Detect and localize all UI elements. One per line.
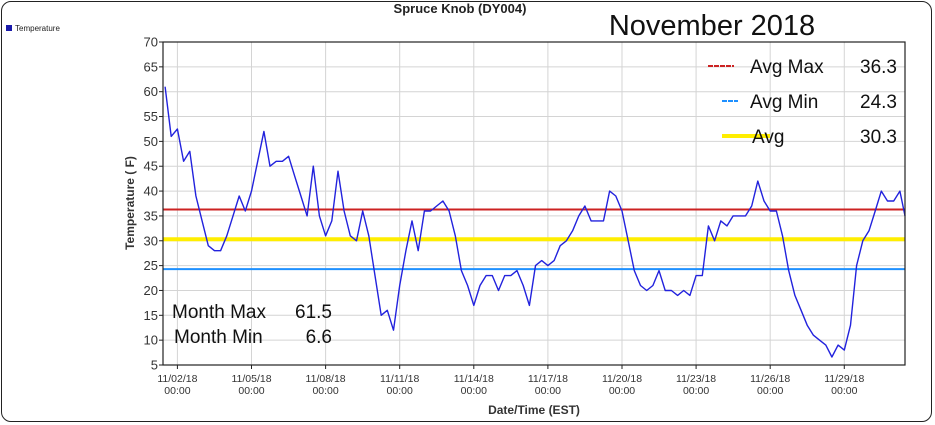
x-tick-label: 00:00 (461, 385, 487, 397)
reference-lines (163, 208, 905, 271)
y-tick-label: 10 (144, 333, 158, 348)
legend-label-temperature: Temperature (15, 24, 60, 33)
x-tick-label: 00:00 (609, 385, 635, 397)
legend-avg-label: Avg (752, 127, 784, 148)
plot-area (162, 41, 906, 366)
x-tick-label: 11/26/18 (750, 373, 790, 385)
y-tick-label: 35 (144, 208, 158, 223)
y-tick-label: 20 (144, 283, 158, 298)
x-tick-label: 00:00 (757, 385, 783, 397)
legend-avg-min-value: 24.3 (860, 92, 897, 113)
x-tick-label: 00:00 (312, 385, 338, 397)
x-tick-label: 00:00 (683, 385, 709, 397)
x-tick-label: 11/23/18 (676, 373, 716, 385)
month-max-label: Month Max (172, 302, 266, 323)
month-min-value: 6.6 (306, 327, 332, 348)
legend-avg-value: 30.3 (860, 127, 897, 148)
y-tick-label: 55 (144, 109, 158, 124)
series-line-temperature (164, 86, 906, 358)
y-tick-label: 40 (144, 184, 158, 199)
x-tick-label: 11/29/18 (824, 373, 864, 385)
reference-legend: Avg Max 36.3 Avg Min 24.3 Avg 30.3 (708, 57, 897, 148)
x-axis-ticks: 11/02/1800:0011/05/1800:0011/08/1800:001… (157, 365, 864, 397)
x-tick-label: 11/11/18 (380, 373, 419, 385)
y-tick-label: 65 (144, 59, 158, 74)
y-tick-label: 60 (144, 84, 158, 99)
legend-avg-max-label: Avg Max (750, 57, 824, 78)
x-tick-label: 00:00 (164, 385, 190, 397)
month-max-value: 61.5 (295, 302, 332, 323)
x-tick-label: 11/02/18 (157, 373, 197, 385)
legend-swatch-temperature (6, 25, 12, 31)
y-tick-label: 15 (144, 308, 158, 323)
y-tick-label: 70 (144, 35, 158, 50)
legend-avg-max-value: 36.3 (860, 57, 897, 78)
y-tick-label: 5 (151, 358, 158, 373)
x-tick-label: 11/08/18 (306, 373, 346, 385)
x-tick-label: 11/14/18 (454, 373, 494, 385)
x-axis-label: Date/Time (EST) (488, 403, 580, 417)
series (164, 86, 906, 358)
y-tick-label: 25 (144, 258, 158, 273)
legend-avg-min-label: Avg Min (750, 92, 818, 113)
y-axis-ticks: 5 10 15 20 25 30 35 40 45 50 55 60 65 70 (144, 35, 163, 373)
x-tick-label: 00:00 (535, 385, 561, 397)
x-tick-label: 00:00 (238, 385, 264, 397)
chart-title: Spruce Knob (DY004) (394, 1, 527, 16)
y-tick-label: 30 (144, 233, 158, 248)
y-tick-label: 50 (144, 134, 158, 149)
chart-subtitle: November 2018 (609, 10, 815, 42)
grid (163, 42, 905, 365)
y-axis-label: Temperature ( F) (123, 156, 137, 250)
y-tick-label: 45 (144, 159, 158, 174)
x-tick-label: 11/17/18 (528, 373, 568, 385)
x-tick-label: 11/20/18 (602, 373, 642, 385)
month-min-label: Month Min (174, 327, 263, 348)
x-tick-label: 11/05/18 (231, 373, 271, 385)
x-tick-label: 00:00 (387, 385, 413, 397)
x-tick-label: 00:00 (831, 385, 857, 397)
